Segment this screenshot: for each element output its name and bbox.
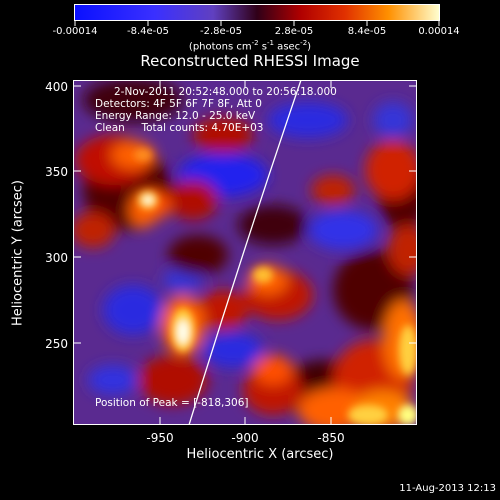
rhessi-image-plot xyxy=(73,80,417,425)
y-axis-label: Heliocentric Y (arcsec) xyxy=(10,180,26,326)
colorbar-tick: -0.00014 xyxy=(52,26,98,37)
colorbar-tick: -8.4e-05 xyxy=(127,26,169,37)
x-tick-label: -900 xyxy=(231,431,259,445)
colorbar-tick: 2.8e-05 xyxy=(274,26,314,37)
x-tick-label: -850 xyxy=(317,431,345,445)
y-tick-label: 250 xyxy=(45,337,68,351)
colorbar xyxy=(74,4,440,26)
y-tick-label: 300 xyxy=(45,251,68,265)
y-tick-label: 350 xyxy=(45,165,68,179)
plot-title: Reconstructed RHESSI Image xyxy=(140,52,360,70)
colorbar-tick: 0.00014 xyxy=(418,26,460,37)
energy-range-label: Energy Range: 12.0 - 25.0 keV xyxy=(95,110,256,122)
colorbar-tick: -2.8e-05 xyxy=(200,26,242,37)
y-tick-label: 400 xyxy=(45,80,68,94)
detectors-label: Detectors: 4F 5F 6F 7F 8F, Att 0 xyxy=(95,98,262,110)
colorbar-units: (photons cm-2 s-1 asec-2) xyxy=(188,39,312,53)
clean-counts-label: Clean Total counts: 4.70E+03 xyxy=(95,122,264,134)
colorbar-tick: 8.4e-05 xyxy=(347,26,387,37)
peak-position-label: Position of Peak = [-818,306] xyxy=(95,397,249,409)
x-tick-label: -950 xyxy=(146,431,174,445)
time-range-label: 2-Nov-2011 20:52:48.000 to 20:56:18.000 xyxy=(114,86,337,98)
timestamp: 11-Aug-2013 12:13 xyxy=(399,483,496,494)
x-axis-label: Heliocentric X (arcsec) xyxy=(186,447,334,462)
